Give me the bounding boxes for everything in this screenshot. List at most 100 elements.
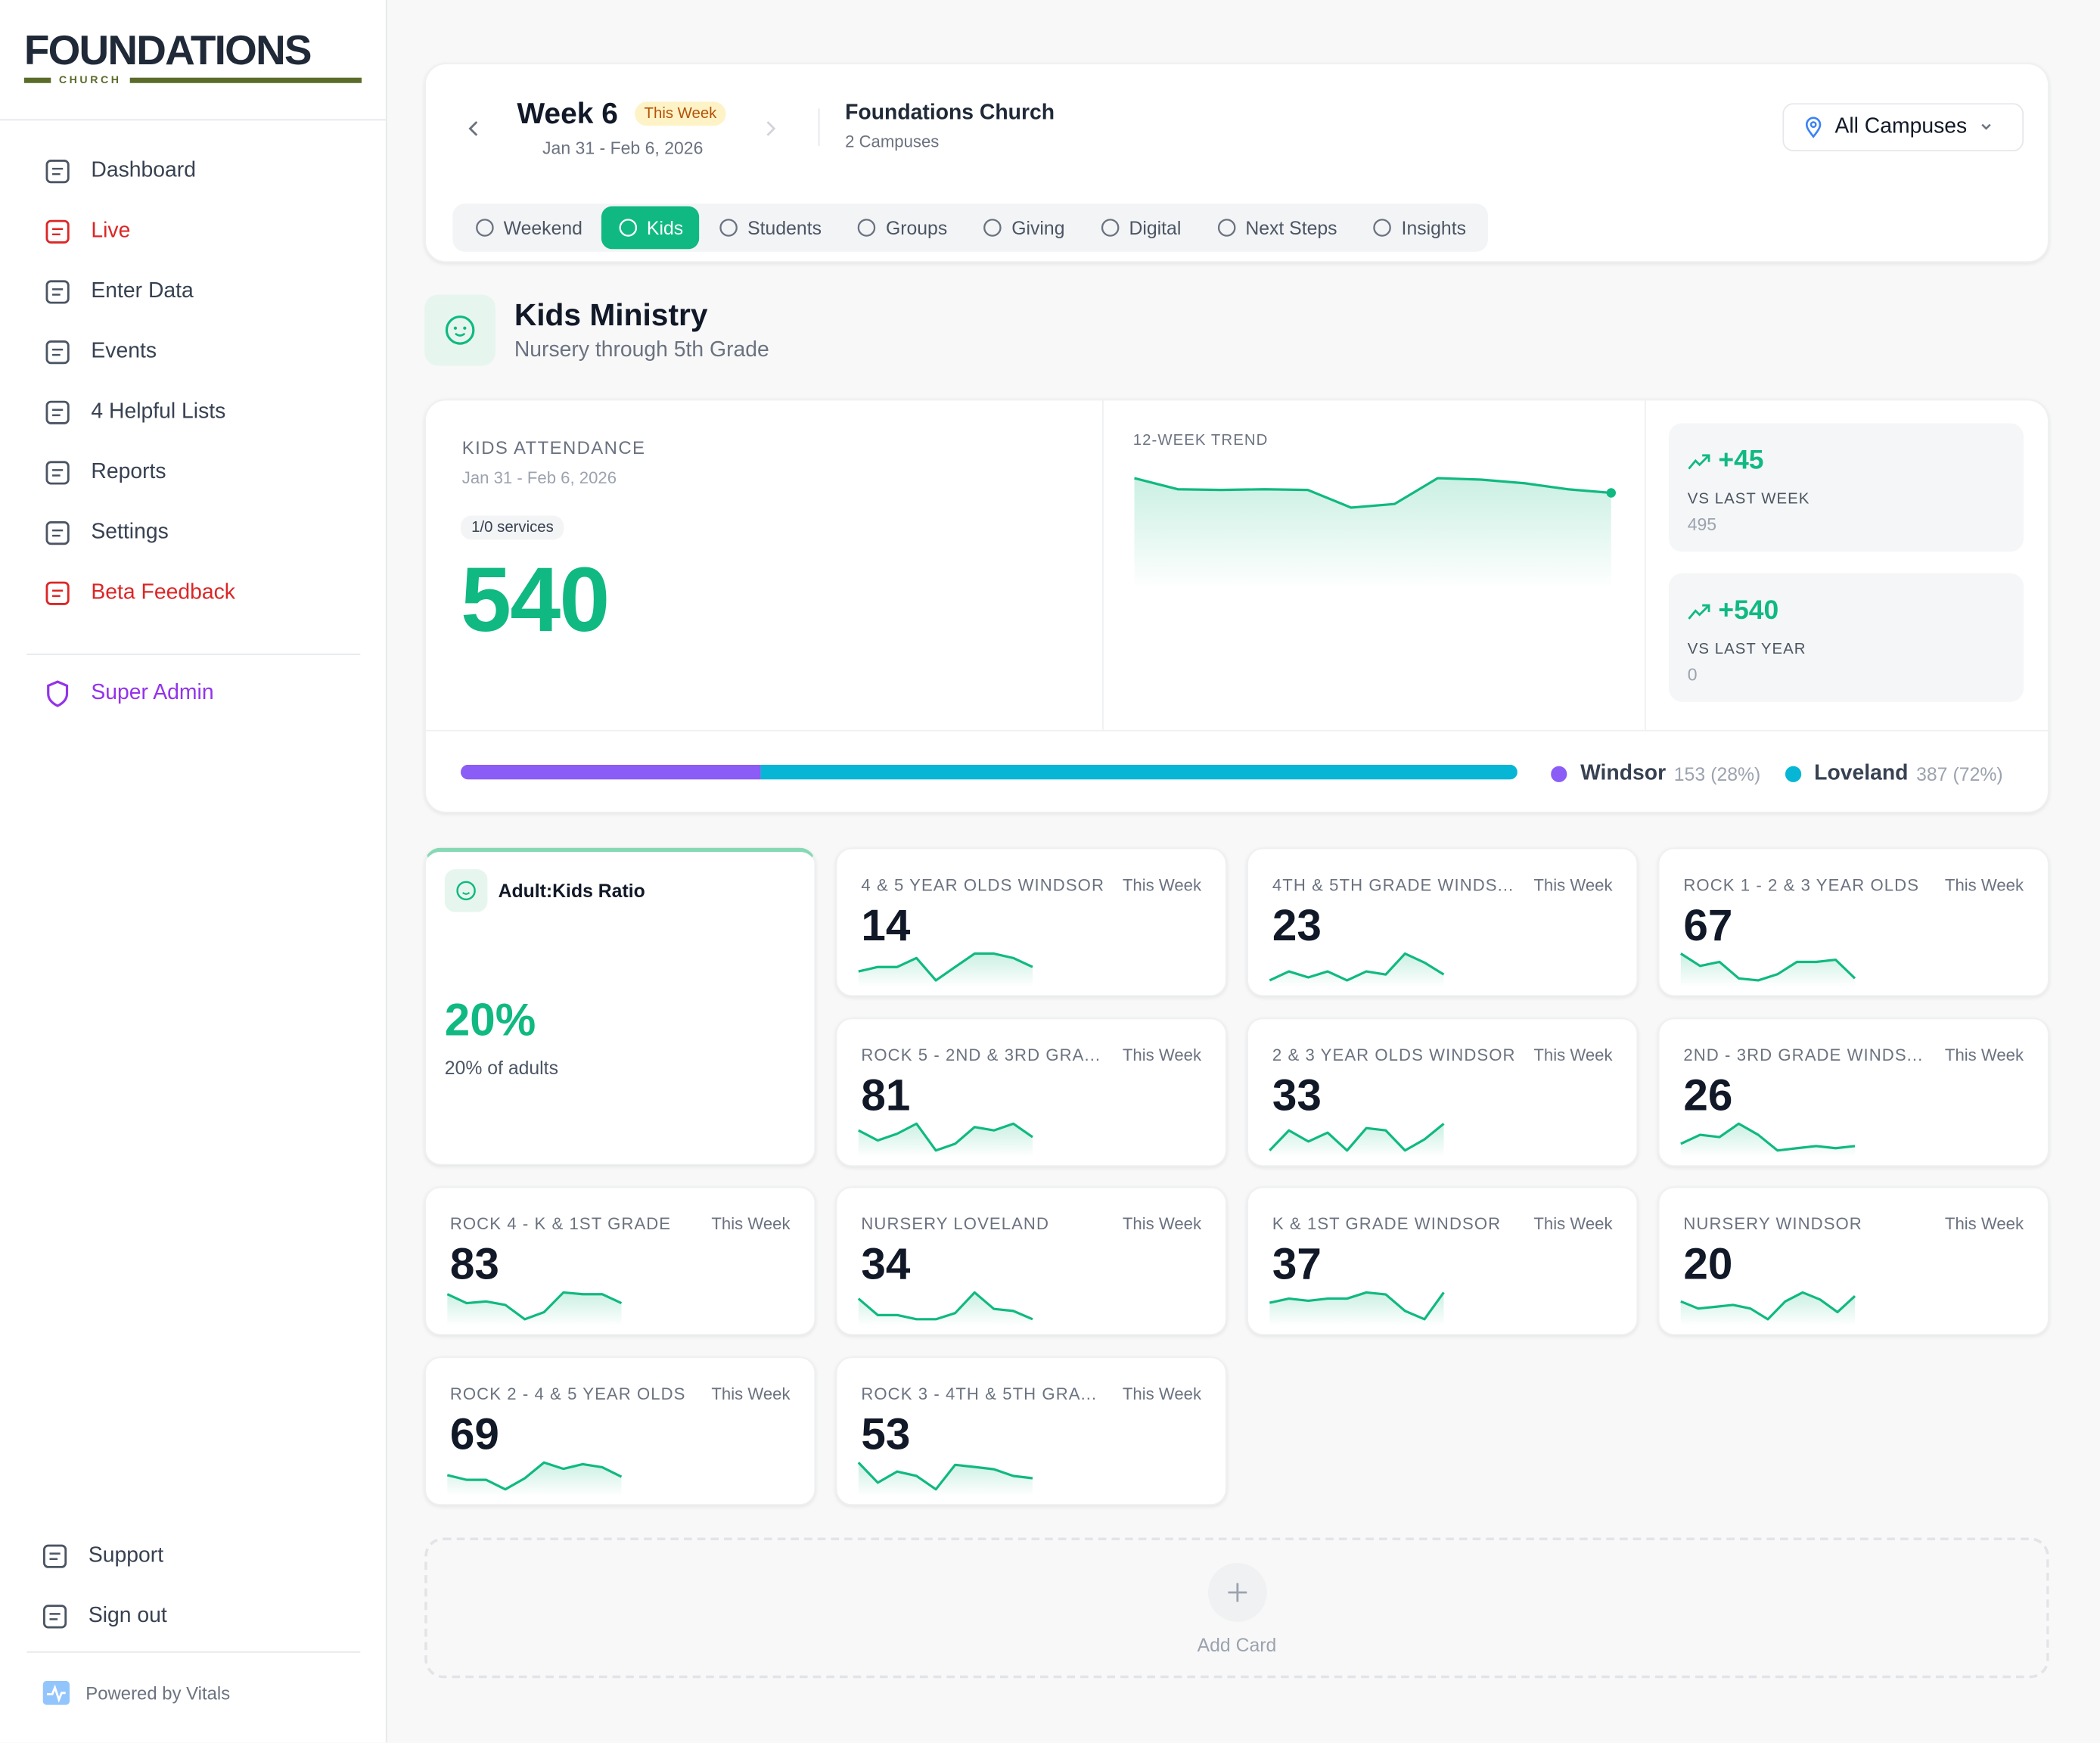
nav-item[interactable]: Settings — [43, 518, 169, 548]
trend-area — [1680, 1123, 1856, 1157]
icon — [858, 219, 876, 237]
title: K & 1ST GRADE WINDSOR — [1272, 1214, 1502, 1234]
trend-line — [1269, 1291, 1445, 1321]
sparkline — [1680, 1291, 1856, 1326]
sparkline — [1269, 1122, 1445, 1157]
comparison: +45 VS LAST WEEK 495 — [1668, 423, 2024, 552]
note: 20% of adults — [444, 1056, 558, 1079]
dates: Jan 31 - Feb 6, 2026 — [461, 468, 617, 488]
label: Students — [747, 216, 822, 239]
trend-area — [1269, 1292, 1444, 1326]
metric-card[interactable]: ROCK 1 - 2 & 3 YEAR OLDS This Week 67 — [1657, 847, 2049, 997]
trend-line — [858, 1121, 1033, 1151]
prev-week[interactable] — [464, 118, 485, 139]
footer-item[interactable]: Sign out — [40, 1602, 167, 1631]
trend-line — [446, 1291, 623, 1321]
campus-segment — [760, 764, 1518, 780]
nav-item[interactable]: Reports — [43, 458, 166, 487]
footer-item[interactable]: Support — [40, 1542, 163, 1571]
nav-item[interactable]: Enter Data — [43, 277, 194, 306]
services: 1/0 services — [461, 515, 564, 540]
title: ROCK 3 - 4TH & 5TH GRA... — [861, 1384, 1098, 1403]
header-card: Week 6 This Week Jan 31 - Feb 6, 2026 Fo… — [424, 63, 2049, 263]
nav-item[interactable]: 4 Helpful Lists — [43, 398, 225, 427]
metric-card[interactable]: ROCK 2 - 4 & 5 YEAR OLDS This Week 69 — [424, 1356, 816, 1505]
icon — [1217, 219, 1236, 237]
icon-shape — [719, 219, 738, 237]
super-admin[interactable]: Super Admin — [43, 679, 214, 709]
icon-shape — [52, 167, 64, 176]
metric-card[interactable]: NURSERY WINDSOR This Week 20 — [1657, 1186, 2049, 1336]
metric-card[interactable]: 4 & 5 YEAR OLDS WINDSOR This Week 14 — [835, 847, 1227, 997]
nav-item[interactable]: Live — [43, 217, 131, 247]
divider — [425, 729, 2048, 732]
title: 4TH & 5TH GRADE WINDS... — [1272, 875, 1514, 895]
label: Super Admin — [91, 682, 214, 705]
tab[interactable]: Kids — [601, 206, 700, 250]
icon-shape — [45, 521, 70, 545]
period: This Week — [1533, 875, 1613, 895]
label: Beta Feedback — [91, 581, 235, 604]
icon-shape — [49, 1613, 61, 1620]
period: This Week — [1944, 875, 2024, 895]
nav-item[interactable]: Dashboard — [43, 157, 196, 186]
label: Support — [88, 1544, 164, 1567]
title: NURSERY LOVELAND — [861, 1214, 1049, 1234]
trend-area — [1680, 1292, 1856, 1326]
metric-card[interactable]: NURSERY LOVELAND This Week 34 — [835, 1186, 1227, 1336]
divider — [26, 1651, 361, 1653]
metric-card[interactable]: 2 & 3 YEAR OLDS WINDSOR This Week 33 — [1247, 1017, 1639, 1167]
metric-card[interactable]: 2ND - 3RD GRADE WINDS... This Week 26 — [1657, 1017, 2049, 1167]
value: 34 — [861, 1238, 911, 1289]
icon — [476, 219, 494, 237]
label: Kids — [646, 216, 684, 239]
icon-shape — [52, 529, 64, 537]
logo-sub: CHURCH — [23, 73, 362, 86]
campus-bar — [461, 764, 1518, 780]
campus-value: 153 — [1673, 763, 1706, 785]
value: 33 — [1272, 1069, 1322, 1120]
divider — [0, 119, 386, 121]
trend-area — [447, 1462, 622, 1496]
trend-title: 12-WEEK TREND — [1132, 432, 1269, 449]
label: Groups — [885, 216, 948, 239]
title: Adult:Kids Ratio — [498, 880, 645, 902]
campus-select[interactable]: All Campuses — [1782, 103, 2024, 152]
ratio-card[interactable]: Adult:Kids Ratio 20% 20% of adults — [424, 847, 816, 1166]
tab[interactable]: Insights — [1356, 207, 1482, 250]
campuses: 2 Campuses — [845, 132, 940, 152]
label: Live — [91, 219, 131, 243]
previous: 495 — [1687, 514, 1717, 535]
nav-item[interactable]: Events — [43, 337, 157, 367]
tab[interactable]: Digital — [1083, 207, 1197, 250]
value: 26 — [1683, 1069, 1733, 1120]
title: ROCK 1 - 2 & 3 YEAR OLDS — [1683, 875, 1920, 895]
delta: +540 — [1718, 595, 1779, 626]
trend-point — [1606, 488, 1616, 498]
nav-item[interactable]: Beta Feedback — [43, 579, 235, 608]
title: 2ND - 3RD GRADE WINDS... — [1683, 1045, 1924, 1064]
metric-card[interactable]: ROCK 4 - K & 1ST GRADE This Week 83 — [424, 1186, 816, 1336]
metric-card[interactable]: ROCK 3 - 4TH & 5TH GRA... This Week 53 — [835, 1356, 1227, 1505]
icon-shape — [52, 348, 64, 356]
tab[interactable]: Students — [702, 207, 837, 250]
tab[interactable]: Next Steps — [1200, 207, 1353, 250]
title: NURSERY WINDSOR — [1683, 1214, 1862, 1234]
add-card[interactable]: Add Card — [424, 1537, 2049, 1679]
trend-area — [1134, 478, 1611, 589]
icon-shape — [52, 228, 64, 236]
metric-card[interactable]: K & 1ST GRADE WINDSOR This Week 37 — [1247, 1186, 1639, 1336]
metric-card[interactable]: ROCK 5 - 2ND & 3RD GRA... This Week 81 — [835, 1017, 1227, 1167]
tab[interactable]: Weekend — [458, 207, 598, 250]
trend-area — [1680, 953, 1856, 987]
tab[interactable]: Giving — [966, 207, 1081, 250]
trend-area — [858, 1123, 1033, 1157]
icon — [444, 868, 488, 912]
divider — [26, 653, 361, 655]
trend-up-icon — [1688, 604, 1710, 620]
tab[interactable]: Groups — [840, 207, 964, 250]
next-week[interactable] — [760, 118, 781, 139]
logo-sub-text: CHURCH — [58, 73, 122, 86]
metric-card[interactable]: 4TH & 5TH GRADE WINDS... This Week 23 — [1247, 847, 1639, 997]
